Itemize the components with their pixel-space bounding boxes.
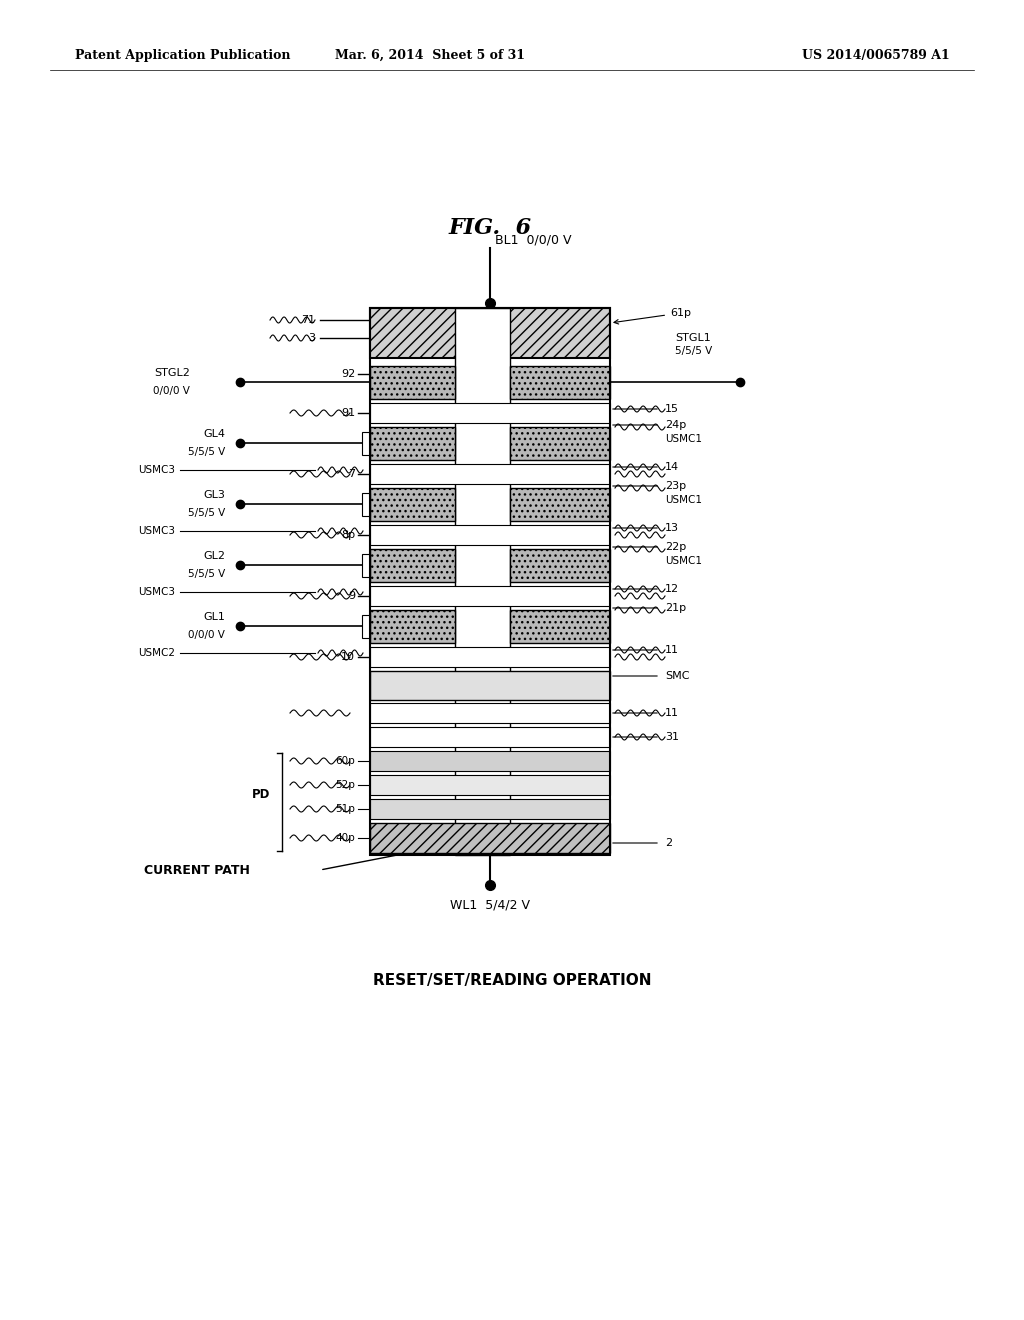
Bar [370,751,610,771]
Text: 5/5/5 V: 5/5/5 V [187,569,225,579]
Text: 91: 91 [341,408,355,418]
Text: 52p: 52p [335,780,355,789]
Text: US 2014/0065789 A1: US 2014/0065789 A1 [802,49,950,62]
Text: 60p: 60p [335,756,355,766]
Text: Patent Application Publication: Patent Application Publication [75,49,291,62]
Text: 5/5/5 V: 5/5/5 V [675,346,713,356]
Bar [510,366,610,399]
Bar [510,610,610,643]
Text: 12: 12 [665,583,679,594]
Bar [455,308,510,855]
Bar [362,492,370,516]
Text: PD: PD [252,788,270,800]
Text: 7: 7 [348,469,355,479]
Text: 22p: 22p [665,543,686,552]
Text: USMC1: USMC1 [665,495,702,506]
Text: 40p: 40p [335,833,355,843]
Text: 11: 11 [665,708,679,718]
Text: 9: 9 [348,591,355,601]
Bar [370,647,610,667]
Bar [362,432,370,455]
Text: 10: 10 [341,652,355,663]
Text: 2: 2 [665,838,672,847]
Text: SMC: SMC [665,671,689,681]
Text: 5/5/5 V: 5/5/5 V [187,508,225,517]
Text: 15: 15 [665,404,679,414]
Text: STGL1: STGL1 [675,333,711,343]
Text: 21p: 21p [665,603,686,612]
Bar [370,403,610,422]
Bar [370,775,610,795]
Text: 8p: 8p [341,531,355,540]
Text: GL4: GL4 [203,429,225,440]
Text: GL2: GL2 [203,550,225,561]
Text: GL3: GL3 [203,490,225,500]
Text: WL1  5/4/2 V: WL1 5/4/2 V [450,899,530,912]
Bar [510,426,610,459]
Text: 92: 92 [341,370,355,379]
Bar [370,671,610,700]
Text: 24p: 24p [665,420,686,430]
Text: Mar. 6, 2014  Sheet 5 of 31: Mar. 6, 2014 Sheet 5 of 31 [335,49,525,62]
Bar [370,366,455,399]
Text: CURRENT PATH: CURRENT PATH [144,863,250,876]
Bar [370,727,610,747]
Text: 3: 3 [308,333,315,343]
Bar [510,488,610,521]
Text: 38p: 38p [509,313,591,329]
Bar [370,822,610,853]
Bar [362,554,370,577]
Text: 14: 14 [665,462,679,473]
Text: STGL2: STGL2 [155,368,190,378]
Bar [370,308,610,855]
Bar [370,586,610,606]
Text: USMC3: USMC3 [138,525,175,536]
Text: USMC3: USMC3 [138,587,175,597]
Text: GL1: GL1 [203,612,225,622]
Bar [370,610,455,643]
Bar [370,704,610,723]
Text: 61p: 61p [614,308,691,323]
Text: 51p: 51p [335,804,355,814]
Bar [370,426,455,459]
Text: BL1  0/0/0 V: BL1 0/0/0 V [495,234,571,247]
Text: USMC1: USMC1 [665,556,702,566]
Bar [370,488,455,521]
Text: USMC1: USMC1 [665,434,702,444]
Text: 31: 31 [665,733,679,742]
Bar [510,549,610,582]
Text: 23p: 23p [665,480,686,491]
Bar [370,465,610,484]
Bar [370,525,610,545]
Text: RESET/SET/READING OPERATION: RESET/SET/READING OPERATION [373,973,651,987]
Text: USMC3: USMC3 [138,465,175,475]
Text: 13: 13 [665,523,679,533]
Text: 0/0/0 V: 0/0/0 V [154,385,190,396]
Text: 0/0/0 V: 0/0/0 V [188,630,225,640]
Text: USMC2: USMC2 [138,648,175,657]
Bar [370,549,455,582]
Text: FIG.  6: FIG. 6 [449,216,531,239]
Text: 11: 11 [665,645,679,655]
Text: 71: 71 [301,315,315,325]
Bar [370,308,610,358]
Bar [362,615,370,638]
Bar [370,799,610,818]
Text: 5/5/5 V: 5/5/5 V [187,447,225,457]
